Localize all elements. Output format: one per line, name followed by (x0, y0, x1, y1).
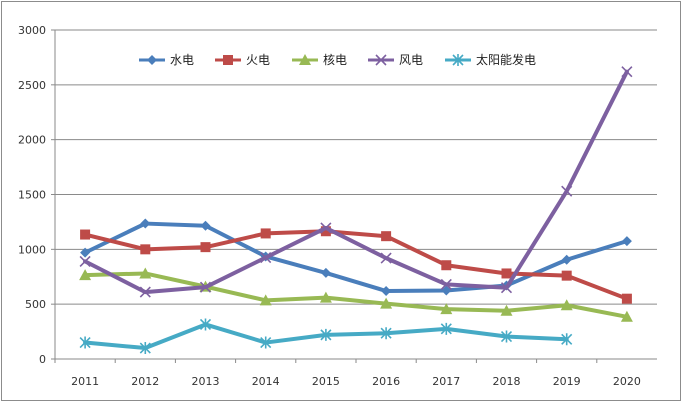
legend-label: 火电 (246, 53, 270, 67)
x-tick-label: 2020 (613, 375, 641, 388)
legend-item: 风电 (368, 53, 423, 67)
series-lines (79, 66, 633, 355)
series-line (83, 271, 629, 319)
data-point (621, 293, 632, 304)
data-point (80, 229, 91, 240)
legend: 水电 火电 核电 风电 太阳能发电 (139, 52, 536, 67)
data-point (319, 291, 332, 303)
data-point (560, 299, 573, 311)
x-tick-label: 2016 (372, 375, 400, 388)
x-tick-label: 2013 (192, 375, 220, 388)
data-point (140, 218, 151, 229)
y-tick-label: 3000 (18, 24, 46, 37)
data-point (139, 267, 152, 279)
x-tick-label: 2015 (312, 375, 340, 388)
legend-marker (299, 54, 311, 65)
data-point (381, 231, 392, 242)
series-5 (79, 318, 573, 355)
y-tick-label: 2000 (18, 134, 46, 147)
series-line (83, 69, 629, 295)
data-point (501, 268, 512, 279)
data-point (200, 242, 211, 253)
x-tick-labels: 2011 2012 2013 2014 2015 2016 2017 2018 2019 2020 (54, 359, 641, 388)
data-point (320, 328, 332, 341)
data-point (621, 66, 633, 78)
data-point (139, 286, 151, 298)
legend-item: 核电 (292, 53, 347, 67)
y-tick-label: 2500 (18, 79, 46, 92)
data-point (561, 254, 572, 265)
data-point (440, 303, 453, 315)
data-point (441, 260, 452, 271)
series-2 (80, 226, 632, 304)
data-point (259, 294, 272, 306)
data-point (139, 342, 151, 355)
data-point (380, 327, 392, 340)
legend-label: 水电 (170, 53, 194, 67)
data-point (440, 278, 452, 290)
legend-item: 火电 (215, 53, 270, 67)
data-point (320, 267, 331, 278)
data-point (380, 252, 392, 264)
series-line (83, 229, 629, 301)
y-tick-label: 500 (25, 298, 46, 311)
data-point (260, 228, 271, 239)
data-point (621, 236, 632, 247)
x-tick-label: 2011 (71, 375, 99, 388)
series-1 (80, 218, 632, 297)
data-point (500, 282, 513, 294)
legend-marker (452, 54, 464, 66)
legend-label: 核电 (323, 53, 347, 67)
data-point (561, 270, 572, 281)
legend-item: 太阳能发电 (445, 52, 536, 67)
y-tick-label: 1000 (18, 243, 46, 256)
data-point (381, 286, 392, 297)
data-point (79, 255, 91, 267)
series-4 (79, 66, 633, 298)
y-tick-labels: 0 500 1000 1500 2000 2500 3000 (18, 24, 55, 366)
x-tick-label: 2014 (252, 375, 280, 388)
x-tick-label: 2017 (432, 375, 460, 388)
data-point (561, 185, 573, 197)
data-point (79, 269, 92, 281)
data-point (561, 333, 573, 346)
data-point (200, 220, 211, 231)
data-point (199, 281, 212, 293)
data-point (199, 318, 212, 331)
series-3 (79, 267, 633, 322)
data-point (80, 247, 91, 258)
data-point (620, 310, 633, 322)
legend-label: 风电 (399, 53, 423, 67)
data-point (440, 322, 452, 335)
data-point (260, 251, 272, 264)
data-point (500, 330, 513, 343)
legend-marker (147, 55, 157, 65)
data-point (140, 244, 151, 255)
x-tick-label: 2019 (553, 375, 581, 388)
data-point (320, 222, 332, 234)
legend-marker (375, 54, 387, 66)
data-point (380, 297, 393, 309)
y-tick-label: 1500 (18, 189, 46, 202)
x-tick-label: 2018 (493, 375, 521, 388)
legend-item: 水电 (139, 53, 194, 67)
y-tick-label: 0 (39, 353, 46, 366)
legend-marker (223, 55, 233, 65)
data-point (260, 336, 272, 349)
x-tick-label: 2012 (131, 375, 159, 388)
data-point (500, 304, 513, 316)
data-point (320, 226, 331, 237)
data-point (79, 336, 91, 349)
legend-label: 太阳能发电 (476, 52, 536, 67)
